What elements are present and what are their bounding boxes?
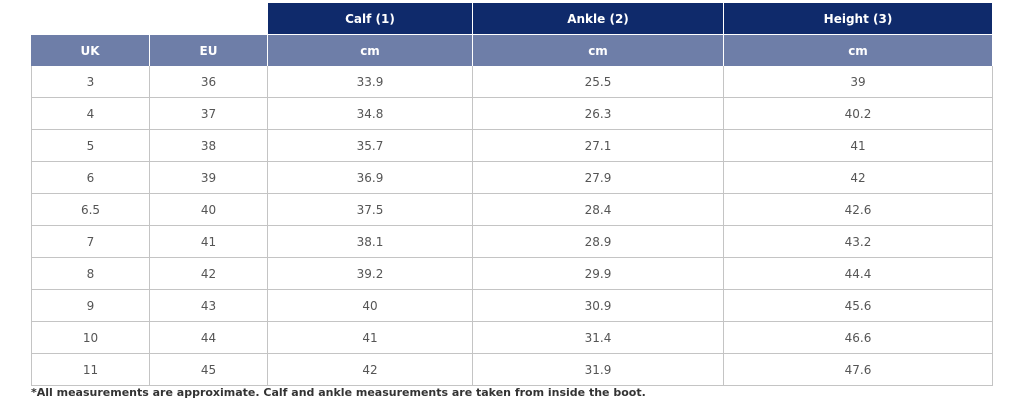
column-header: cm	[268, 34, 473, 66]
table-cell: 29.9	[473, 258, 724, 290]
table-cell: 43	[150, 290, 268, 322]
group-header: Height (3)	[724, 3, 993, 34]
table-cell: 47.6	[724, 354, 993, 386]
table-cell: 45.6	[724, 290, 993, 322]
column-header: UK	[31, 34, 150, 66]
table-cell: 43.2	[724, 226, 993, 258]
table-cell: 44	[150, 322, 268, 354]
table-cell: 41	[268, 322, 473, 354]
table-cell: 26.3	[473, 98, 724, 130]
table-cell: 4	[31, 98, 150, 130]
table-cell: 39	[724, 66, 993, 98]
column-header: EU	[150, 34, 268, 66]
table-cell: 44.4	[724, 258, 993, 290]
table-cell: 41	[150, 226, 268, 258]
table-cell: 28.4	[473, 194, 724, 226]
group-header: Ankle (2)	[473, 3, 724, 34]
table-cell: 33.9	[268, 66, 473, 98]
table-cell: 38.1	[268, 226, 473, 258]
table-cell: 5	[31, 130, 150, 162]
table-cell: 42	[268, 354, 473, 386]
table-cell: 7	[31, 226, 150, 258]
table-cell: 37	[150, 98, 268, 130]
table-cell: 27.9	[473, 162, 724, 194]
table-cell: 3	[31, 66, 150, 98]
table-cell: 30.9	[473, 290, 724, 322]
table-cell: 25.5	[473, 66, 724, 98]
table-cell: 39.2	[268, 258, 473, 290]
table-cell: 6.5	[31, 194, 150, 226]
table-cell: 11	[31, 354, 150, 386]
table-cell: 37.5	[268, 194, 473, 226]
column-header: cm	[724, 34, 993, 66]
table-cell: 6	[31, 162, 150, 194]
column-header: cm	[473, 34, 724, 66]
table-cell: 34.8	[268, 98, 473, 130]
table-cell: 40	[268, 290, 473, 322]
table-cell: 42	[150, 258, 268, 290]
table-cell: 46.6	[724, 322, 993, 354]
table-cell: 27.1	[473, 130, 724, 162]
table-cell: 8	[31, 258, 150, 290]
table-cell: 9	[31, 290, 150, 322]
table-cell: 41	[724, 130, 993, 162]
footnote: *All measurements are approximate. Calf …	[31, 386, 646, 399]
table-cell: 40.2	[724, 98, 993, 130]
table-cell: 42	[724, 162, 993, 194]
group-header: Calf (1)	[268, 3, 473, 34]
table-cell: 35.7	[268, 130, 473, 162]
table-cell: 31.4	[473, 322, 724, 354]
table-cell: 38	[150, 130, 268, 162]
table-cell: 42.6	[724, 194, 993, 226]
table-cell: 31.9	[473, 354, 724, 386]
table-cell: 36.9	[268, 162, 473, 194]
table-cell: 28.9	[473, 226, 724, 258]
table-cell: 39	[150, 162, 268, 194]
table-cell: 40	[150, 194, 268, 226]
table-cell: 36	[150, 66, 268, 98]
table-cell: 45	[150, 354, 268, 386]
table-cell: 10	[31, 322, 150, 354]
